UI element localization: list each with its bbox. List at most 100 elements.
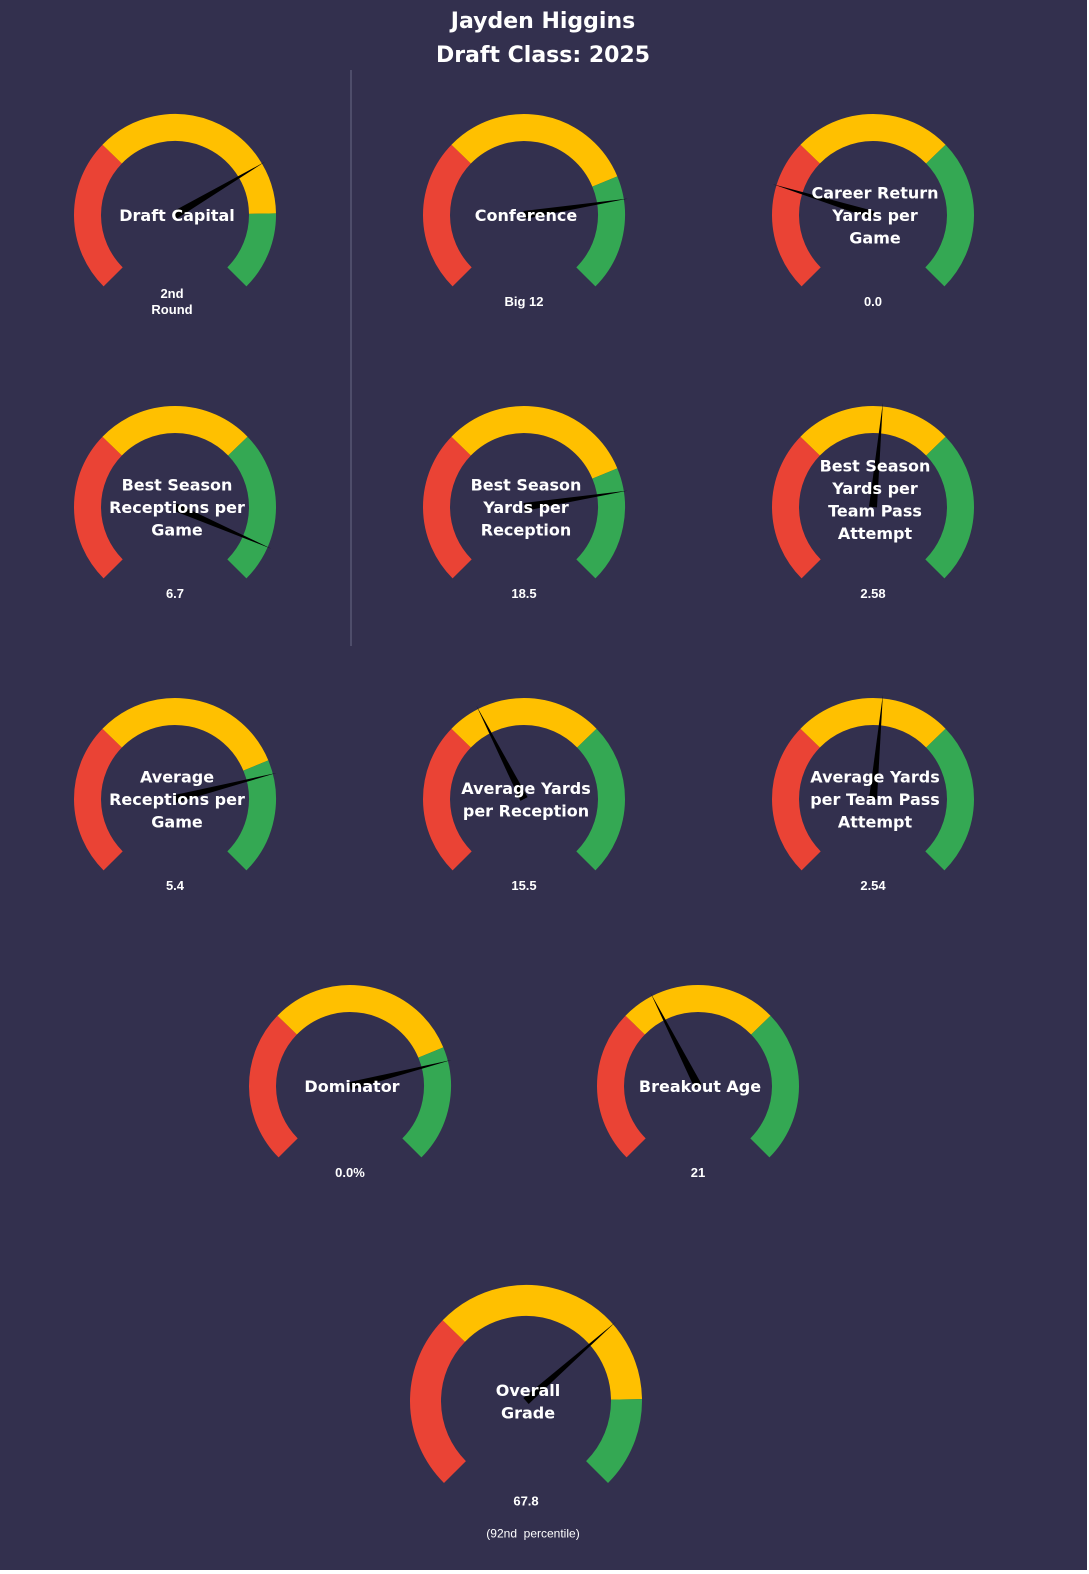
gauge-needle [869, 694, 883, 800]
gauge-label-line: Best Season [122, 476, 233, 495]
gauge: Dominator 0.0% [249, 985, 452, 1180]
gauge-label-line: Career Return [811, 184, 938, 203]
gauge-band-yellow [102, 698, 269, 772]
gauge-label-line: Average [140, 768, 214, 787]
gauge-value: 2.58 [860, 586, 885, 601]
player-name-title: Jayden Higgins [449, 9, 635, 34]
gauge-label-line: Best Season [471, 476, 582, 495]
gauge: Best Season Receptions per Game 6.7 [74, 406, 276, 601]
gauge-band-yellow [800, 406, 946, 456]
gauge-band-red [772, 144, 821, 287]
gauge-needle [476, 705, 528, 801]
gauge-label-line: Grade [501, 1403, 555, 1422]
gauge-needle [349, 1059, 452, 1090]
gauge-value: 18.5 [511, 586, 536, 601]
gauge-band-yellow [102, 114, 276, 215]
gauge-label-line: Best Season [820, 456, 931, 475]
gauge-band-yellow [451, 114, 618, 188]
gauge: Best Season Yards per Reception 18.5 [423, 406, 628, 601]
gauge-band-green [585, 1399, 642, 1484]
gauge-needle [523, 198, 628, 219]
gauge-label-line: per Reception [463, 801, 589, 820]
gauge-band-red [74, 436, 123, 579]
gauge-band-red [74, 728, 123, 871]
gauge-band-yellow [800, 114, 946, 164]
gauge-band-green [925, 144, 974, 287]
gauge-band-red [772, 728, 821, 871]
gauge-band-yellow [625, 985, 771, 1035]
gauge-band-yellow [102, 406, 248, 456]
gauge-label-line: Yards per [482, 498, 569, 517]
gauge-band-green [226, 213, 276, 287]
gauge-value: 2.54 [860, 878, 886, 893]
gauge-band-red [423, 728, 472, 871]
gauge-label-line: Receptions per [109, 790, 245, 809]
gauge-band-green [750, 1015, 799, 1158]
gauge: Best Season Yards per Team Pass Attempt 2.58 [772, 402, 974, 601]
gauge-needle [174, 772, 277, 803]
gauge-label-line: Game [151, 813, 203, 832]
gauge-label-line: Conference [475, 206, 578, 225]
gauge-band-red [423, 144, 472, 287]
gauge: Breakout Age 21 [597, 985, 799, 1180]
gauge-value: 67.8 [513, 1493, 538, 1508]
gauge-band-green [575, 468, 625, 579]
gauge-needle [650, 992, 702, 1088]
gauge-value: 5.4 [166, 878, 185, 893]
gauge-label-line: Game [151, 521, 203, 540]
gauge-band-yellow [451, 406, 618, 480]
gauge-label-line: per Team Pass [810, 790, 940, 809]
gauge: Average Yards per Team Pass Attempt 2.54 [772, 694, 974, 893]
gauge-label-line: Attempt [838, 813, 913, 832]
gauge-value: Big 12 [504, 294, 543, 309]
gauge-label-line: Reception [481, 521, 571, 540]
gauge-needle [523, 490, 628, 511]
gauge-label-line: Average Yards [810, 768, 939, 787]
gauge-band-red [249, 1015, 298, 1158]
gauge-value: 2nd [160, 286, 183, 301]
gauge-band-green [925, 436, 974, 579]
gauge-band-red [74, 144, 123, 287]
gauge-band-green [575, 176, 625, 287]
gauge-needle [172, 161, 266, 219]
gauge: Average Receptions per Game 5.4 [74, 698, 277, 893]
gauge-value: 6.7 [166, 586, 184, 601]
gauge-label-line: Team Pass [828, 501, 922, 520]
gauge-band-yellow [451, 698, 597, 748]
gauge-band-red [597, 1015, 646, 1158]
draft-class-title: Draft Class: 2025 [436, 43, 650, 68]
gauge-band-red [772, 436, 821, 579]
gauge-needle [772, 184, 875, 219]
gauge-value: 0.0% [335, 1165, 365, 1180]
gauge-value: 15.5 [511, 878, 536, 893]
gauge-label-line: Receptions per [109, 498, 245, 517]
gauge: Overall Grade 67.8 (92nd percentile) [410, 1285, 642, 1540]
gauge-band-yellow [800, 698, 946, 748]
gauge-needle [523, 1321, 617, 1404]
gauge: Career Return Yards per Game 0.0 [772, 114, 974, 309]
gauge-band-green [576, 728, 625, 871]
gauge: Average Yards per Reception 15.5 [423, 698, 625, 893]
gauge-label-line: Yards per [831, 479, 918, 498]
gauge-percentile-text: (92nd percentile) [486, 1526, 579, 1540]
gauge-band-red [410, 1320, 467, 1484]
gauge-label-line: Overall [496, 1381, 561, 1400]
gauge-label-line: Dominator [304, 1077, 399, 1096]
gauge-value: 0.0 [864, 294, 882, 309]
gauge-label-line: Attempt [838, 524, 913, 543]
gauge-label-line: Yards per [831, 206, 918, 225]
gauge-band-yellow [442, 1285, 642, 1401]
gauge-needle [869, 402, 883, 508]
gauge-label-line: Game [849, 229, 901, 248]
gauge-label-line: Draft Capital [119, 206, 235, 225]
gauge-band-green [227, 436, 276, 579]
gauge-label-line: Breakout Age [639, 1077, 761, 1096]
gauge-needle [173, 503, 272, 549]
gauge-band-green [925, 728, 974, 871]
gauge-value: 21 [691, 1165, 705, 1180]
gauge-label-line: Average Yards [461, 779, 590, 798]
